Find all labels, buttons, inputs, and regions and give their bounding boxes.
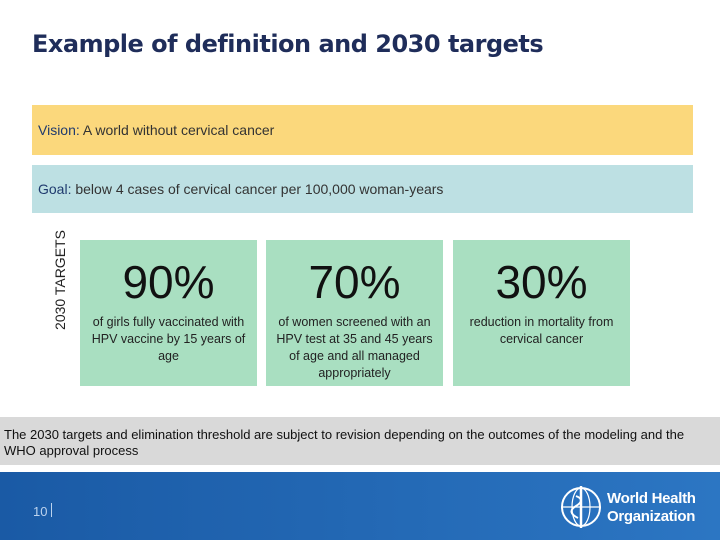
goal-text: below 4 cases of cervical cancer per 100…: [75, 181, 444, 197]
target-value: 90%: [122, 256, 215, 308]
logo-line1: World Health: [607, 490, 696, 507]
target-description: reduction in mortality from cervical can…: [469, 315, 614, 346]
who-emblem: [561, 486, 601, 528]
target-description: of girls fully vaccinated with HPV vacci…: [91, 315, 246, 363]
vision-text: A world without cervical cancer: [82, 122, 275, 138]
target-card: 70% of women screened with an HPV test at…: [266, 240, 443, 386]
vision-label: Vision:: [38, 122, 80, 138]
note: The 2030 targets and elimination thresho…: [0, 417, 720, 465]
target-value: 30%: [495, 256, 588, 308]
target-card: 30% reduction in mortality from cervical …: [453, 240, 630, 386]
target-value: 70%: [308, 256, 401, 308]
target-card: 90% of girls fully vaccinated with HPV va…: [80, 240, 257, 386]
vision-band: Vision: A world without cervical cancer: [32, 105, 693, 155]
slide-title: Example of definition and 2030 targets: [32, 30, 544, 58]
logo-line2: Organization: [607, 508, 696, 525]
target-description: of women screened with an HPV test at 35…: [276, 315, 433, 380]
targets-label: 2030 TARGETS: [52, 230, 68, 330]
goal-label: Goal:: [38, 181, 72, 197]
goal-band: Goal: below 4 cases of cervical cancer p…: [32, 165, 693, 213]
separator: [51, 503, 52, 517]
page-number: 10: [33, 504, 48, 519]
